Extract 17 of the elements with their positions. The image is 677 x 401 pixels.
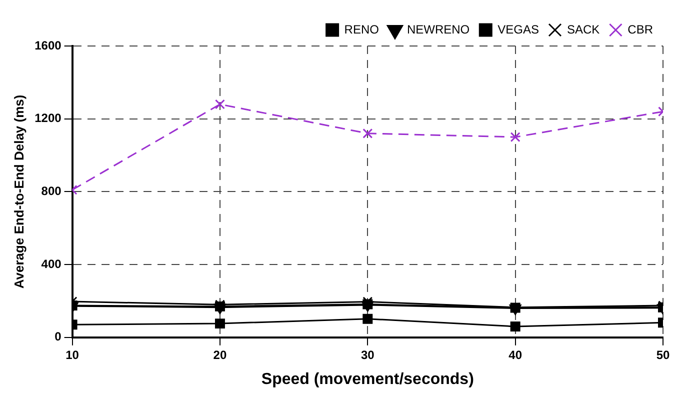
x-axis-title: Speed (movement/seconds) [261, 370, 474, 388]
x-tick-label: 50 [656, 348, 670, 362]
y-tick-label: 1200 [34, 111, 62, 126]
y-axis-title: Average End-to-End Delay (ms) [11, 94, 26, 289]
legend-label: NEWRENO [406, 22, 470, 36]
x-tick-label: 30 [360, 348, 375, 362]
y-tick-label: 1600 [34, 38, 62, 52]
y-tick-label: 800 [41, 184, 62, 198]
x-tick-label: 10 [66, 348, 80, 362]
x-tick-label: 40 [508, 348, 522, 362]
legend-label: RENO [344, 22, 379, 36]
y-tick-label: 400 [41, 256, 62, 271]
x-tick-label: 20 [213, 348, 227, 362]
y-tick-label: 0 [54, 330, 62, 344]
legend-label: VEGAS [498, 22, 539, 36]
legend-label: CBR [628, 22, 654, 36]
legend-label: SACK [566, 22, 600, 36]
